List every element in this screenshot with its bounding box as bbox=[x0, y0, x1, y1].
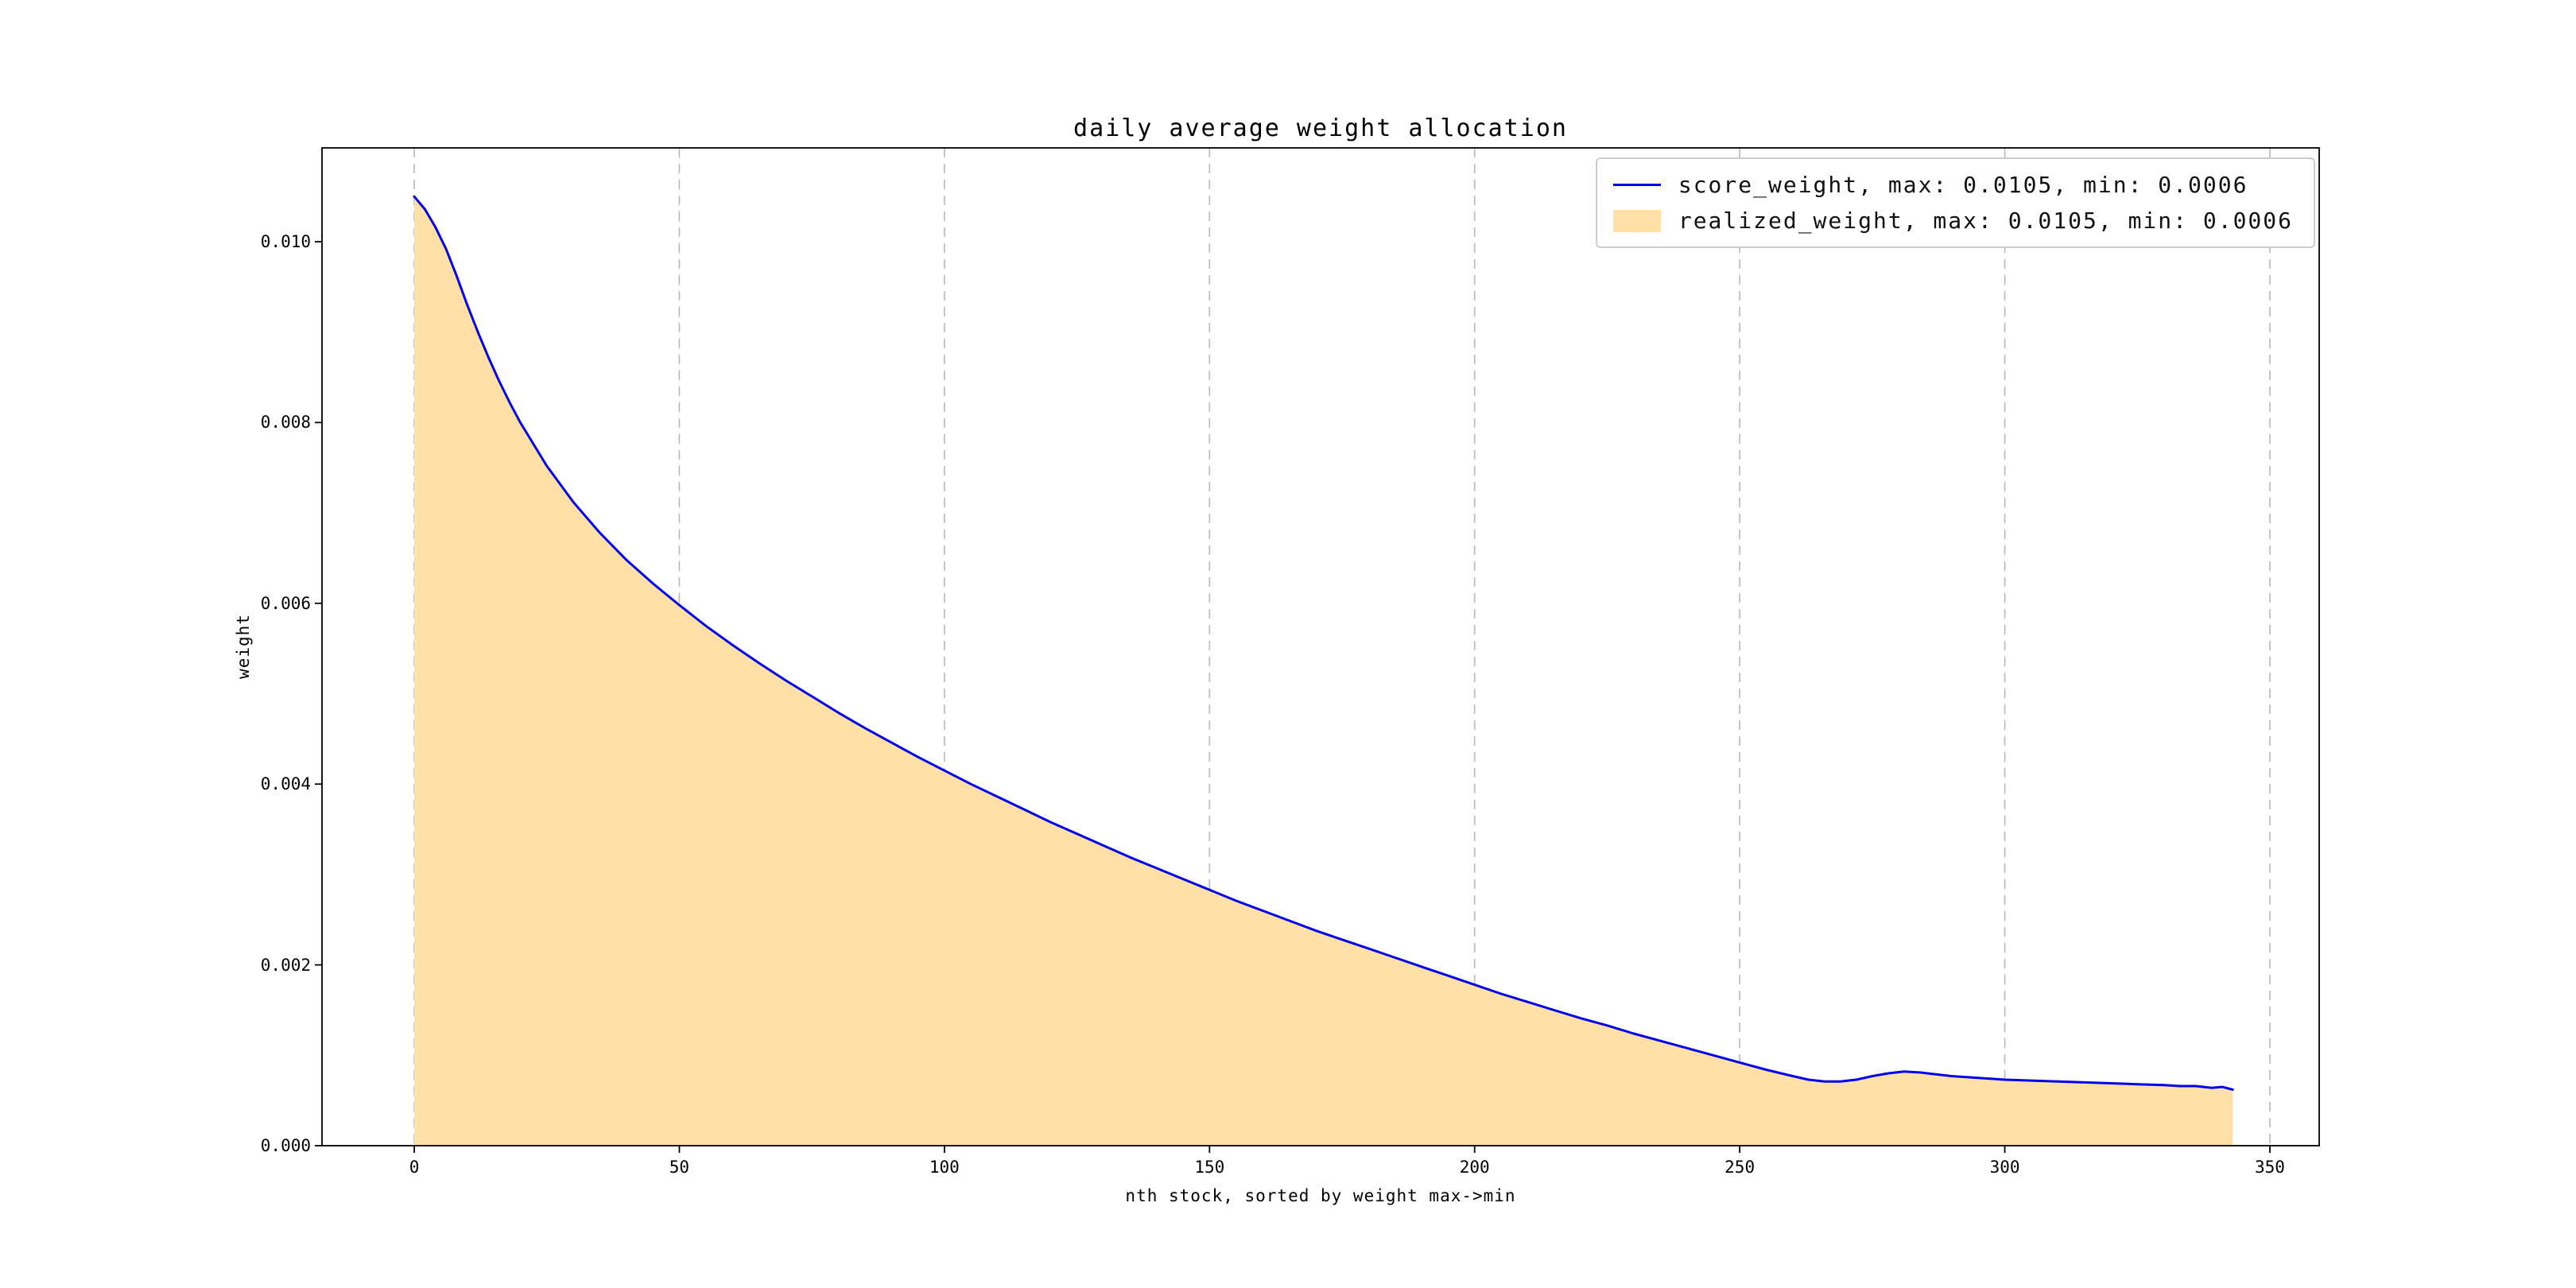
x-gridlines bbox=[413, 148, 2271, 1146]
y-tick-label: 0.004 bbox=[260, 774, 311, 794]
x-tick-label: 200 bbox=[1459, 1158, 1490, 1177]
legend-entry-score-weight: score_weight, max: 0.0105, min: 0.0006 bbox=[1612, 172, 2293, 198]
score-weight-line-swatch bbox=[1612, 184, 1661, 186]
realized-weight-area bbox=[414, 196, 2233, 1146]
y-tick-label: 0.008 bbox=[260, 413, 311, 433]
score-weight-line bbox=[413, 195, 2234, 1091]
y-axis-label: weight bbox=[234, 614, 253, 679]
y-tick-label: 0.006 bbox=[260, 593, 311, 613]
x-axis-label: nth stock, sorted by weight max->min bbox=[1125, 1186, 1516, 1205]
x-tick-label: 300 bbox=[1989, 1158, 2020, 1177]
legend-patch-swatch-wrap bbox=[1612, 209, 1661, 232]
legend-entry-realized-weight: realized_weight, max: 0.0105, min: 0.000… bbox=[1612, 208, 2293, 234]
y-tick-label: 0.000 bbox=[260, 1136, 311, 1155]
legend-line-swatch-wrap bbox=[1612, 184, 1661, 186]
y-tick-label: 0.002 bbox=[260, 955, 311, 975]
x-tick-label: 50 bbox=[669, 1158, 690, 1177]
legend: score_weight, max: 0.0105, min: 0.0006 r… bbox=[1595, 157, 2315, 248]
x-tick-label: 350 bbox=[2255, 1158, 2285, 1177]
legend-label-score-weight: score_weight, max: 0.0105, min: 0.0006 bbox=[1678, 172, 2248, 198]
chart-title: daily average weight allocation bbox=[1073, 114, 1568, 142]
y-tick-label: 0.010 bbox=[260, 232, 311, 252]
x-tick-label: 150 bbox=[1194, 1158, 1225, 1177]
axes-spines bbox=[321, 147, 2320, 1146]
realized-weight-patch-swatch bbox=[1612, 209, 1661, 232]
tick-marks bbox=[315, 241, 2271, 1153]
x-tick-label: 0 bbox=[409, 1158, 420, 1177]
x-tick-label: 250 bbox=[1724, 1158, 1755, 1177]
legend-label-realized-weight: realized_weight, max: 0.0105, min: 0.000… bbox=[1678, 208, 2293, 234]
x-tick-label: 100 bbox=[929, 1158, 960, 1177]
